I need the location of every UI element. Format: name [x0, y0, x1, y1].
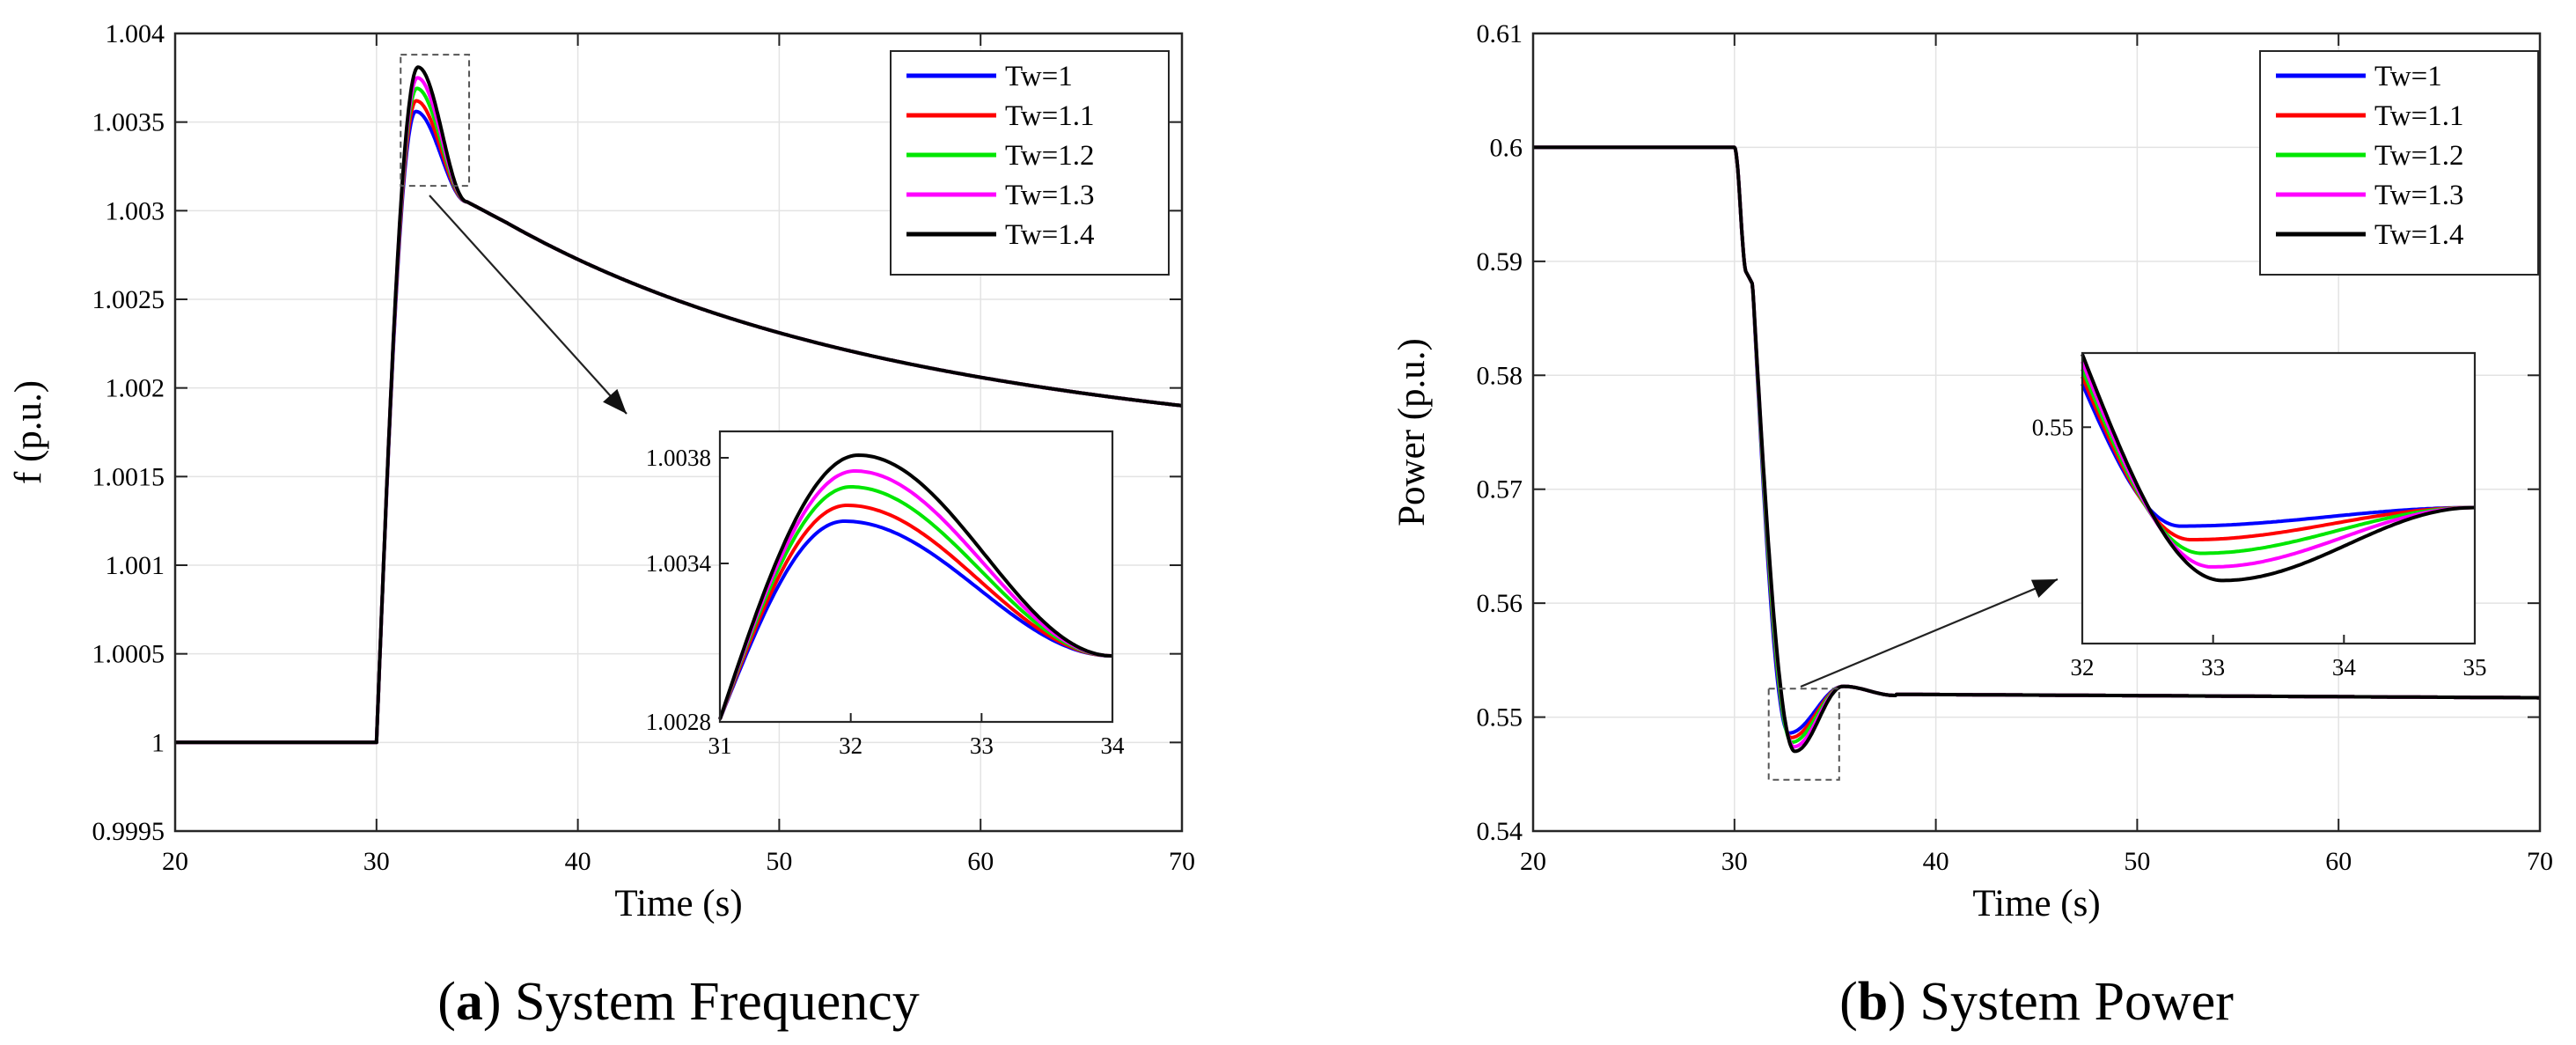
x-tick-label: 40	[1923, 847, 1949, 876]
inset-series-line	[718, 453, 1113, 720]
y-tick-label: 1	[151, 728, 165, 757]
inset-y-tick-label: 1.0038	[646, 445, 711, 471]
legend-label: Tw=1.4	[1005, 219, 1095, 251]
legend-label: Tw=1	[1005, 61, 1073, 92]
zoom-arrow-shaft	[1800, 578, 2059, 688]
legend-label: Tw=1.1	[1005, 100, 1095, 132]
caption-letter: a	[456, 972, 483, 1032]
inset-series-line	[718, 469, 1113, 720]
y-axis-label: Power (p.u.)	[1391, 338, 1433, 526]
legend-label: Tw=1.3	[1005, 180, 1095, 211]
inset-frame	[2081, 351, 2477, 645]
legend-label: Tw=1.2	[2374, 140, 2464, 172]
inset-x-tick-label: 31	[708, 732, 732, 759]
inset-x-tick-label: 32	[2071, 654, 2095, 681]
legend-label: Tw=1.1	[2374, 100, 2464, 132]
y-tick-label: 0.6	[1490, 133, 1523, 162]
panel-frequency: 20 30 40 50 60 70 0.9995 1 1.0005 1.001 1.0015 1.00…	[8, 19, 1195, 1032]
x-tick-label: 40	[565, 847, 591, 876]
y-tick-label: 1.0005	[92, 640, 165, 669]
legend-label: Tw=1.2	[1005, 140, 1095, 172]
y-tick-label: 1.0025	[92, 285, 165, 314]
series-line-tw-1-4	[1531, 145, 2542, 754]
inset-series-line	[718, 519, 1112, 720]
inset-series-line	[2081, 353, 2476, 583]
legend-label: Tw=1.3	[2374, 180, 2464, 211]
caption-paren-close: )	[1888, 972, 1906, 1032]
x-tick-label: 60	[967, 847, 994, 876]
x-axis-label: Time (s)	[1972, 883, 2100, 924]
legend-box	[890, 50, 1170, 276]
inset-x-tick-label: 33	[2201, 654, 2225, 681]
y-tick-label: 1.003	[106, 196, 165, 225]
y-tick-label: 0.58	[1477, 361, 1523, 390]
caption-paren-open: (	[1839, 972, 1858, 1032]
inset-frame	[718, 430, 1114, 724]
caption-paren-close: )	[483, 972, 502, 1032]
inset-x-tick-label: 34	[2332, 654, 2357, 681]
y-tick-label: 0.61	[1477, 19, 1523, 48]
inset-y-tick-label: 1.0034	[646, 550, 712, 577]
x-tick-label: 30	[1721, 847, 1748, 876]
zoom-arrow-head	[2030, 579, 2058, 598]
figure-caption: (a) System Frequency	[437, 972, 920, 1032]
y-axis-label: f (p.u.)	[8, 380, 49, 484]
legend-label: Tw=1	[2374, 61, 2442, 92]
x-tick-label: 70	[1169, 847, 1195, 876]
inset-x-tick-label: 34	[1101, 732, 1126, 759]
y-tick-label: 0.54	[1477, 817, 1523, 846]
inset-y-tick-label: 1.0028	[646, 709, 711, 735]
x-axis-label: Time (s)	[614, 883, 742, 924]
panel-power: 20 30 40 50 60 70 0.54 0.55 0.56 0.57 0.58 0.59 0.6 0…	[1391, 19, 2553, 1032]
y-tick-label: 1.0035	[92, 108, 165, 137]
inset-x-tick-label: 33	[970, 732, 994, 759]
y-tick-label: 0.56	[1477, 589, 1523, 618]
y-tick-label: 1.001	[106, 551, 165, 580]
zoom-region-box	[400, 54, 471, 188]
caption-letter: b	[1858, 972, 1888, 1032]
y-tick-label: 0.57	[1477, 475, 1523, 504]
y-tick-label: 1.0015	[92, 462, 165, 491]
inset-series-line	[718, 485, 1112, 720]
inset-y-tick-label: 0.55	[2032, 414, 2073, 440]
plot-frame	[1531, 32, 2542, 833]
inset-plot-area	[2082, 353, 2475, 644]
plot-frame	[173, 32, 1184, 833]
x-tick-label: 30	[363, 847, 390, 876]
caption-title: System Power	[1906, 972, 2234, 1032]
x-tick-label: 50	[2124, 847, 2150, 876]
zoom-arrow-shaft	[429, 195, 627, 415]
series-line-tw-1-4	[174, 65, 1183, 745]
legend-box	[2259, 50, 2539, 276]
caption-paren-open: (	[437, 972, 456, 1032]
zoom-region-box	[1767, 688, 1840, 781]
y-tick-label: 0.59	[1477, 247, 1523, 276]
y-tick-label: 0.9995	[92, 817, 165, 846]
x-tick-label: 60	[2325, 847, 2352, 876]
x-tick-label: 20	[162, 847, 188, 876]
figure-caption: (b) System Power	[1839, 972, 2234, 1032]
inset-x-tick-label: 35	[2463, 654, 2487, 681]
caption-title: System Frequency	[502, 972, 920, 1032]
inset-series-line	[718, 504, 1112, 720]
x-tick-label: 20	[1520, 847, 1546, 876]
y-tick-label: 0.55	[1477, 703, 1523, 732]
y-tick-label: 1.002	[106, 374, 165, 403]
y-tick-label: 1.004	[106, 19, 165, 48]
legend-label: Tw=1.4	[2374, 219, 2464, 251]
inset-x-tick-label: 32	[839, 732, 862, 759]
zoom-arrow-head	[603, 388, 627, 414]
x-tick-label: 50	[766, 847, 792, 876]
x-tick-label: 70	[2527, 847, 2553, 876]
